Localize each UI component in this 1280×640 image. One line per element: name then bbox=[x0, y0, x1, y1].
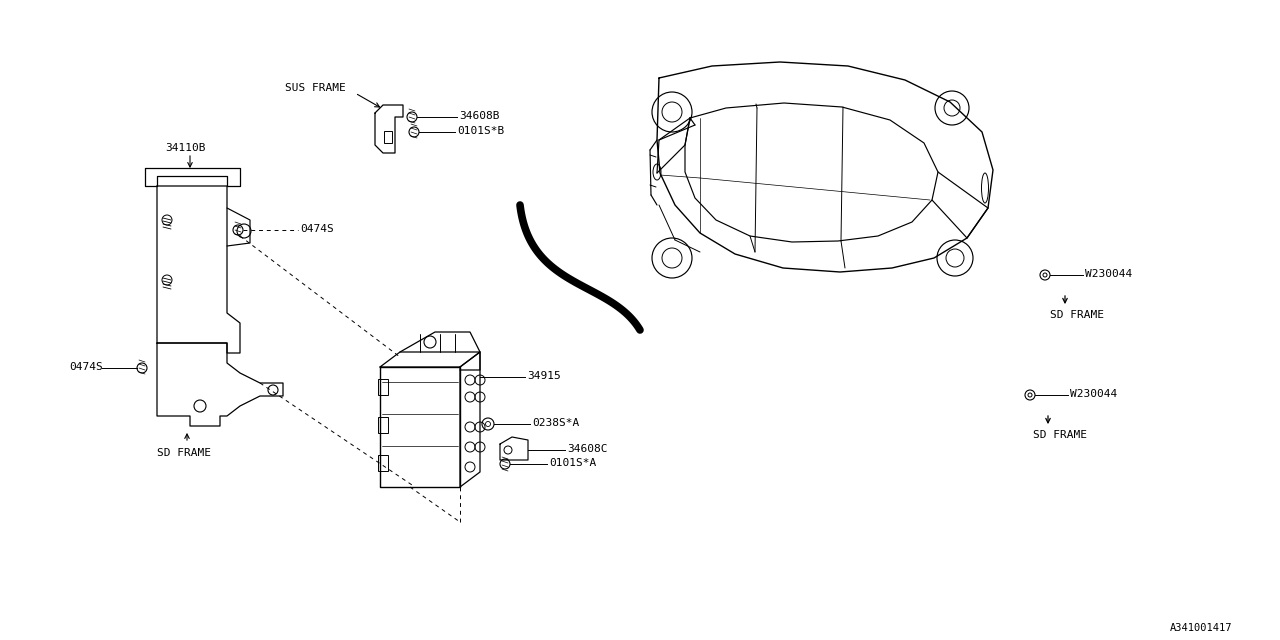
Text: 34608B: 34608B bbox=[460, 111, 499, 121]
Text: W230044: W230044 bbox=[1085, 269, 1133, 279]
Text: SD FRAME: SD FRAME bbox=[1050, 310, 1103, 320]
Text: 0101S*A: 0101S*A bbox=[549, 458, 596, 468]
Bar bbox=[378, 417, 388, 433]
Text: SD FRAME: SD FRAME bbox=[1033, 430, 1087, 440]
Text: 0101S*B: 0101S*B bbox=[457, 126, 504, 136]
Text: W230044: W230044 bbox=[1070, 389, 1117, 399]
Text: A341001417: A341001417 bbox=[1170, 623, 1233, 633]
Text: 0238S*A: 0238S*A bbox=[532, 418, 580, 428]
Text: 34915: 34915 bbox=[527, 371, 561, 381]
Text: SD FRAME: SD FRAME bbox=[157, 448, 211, 458]
Text: 0474S: 0474S bbox=[300, 224, 334, 234]
Text: 0474S: 0474S bbox=[69, 362, 102, 372]
Text: SUS FRAME: SUS FRAME bbox=[285, 83, 346, 93]
Bar bbox=[378, 379, 388, 395]
Text: 34110B: 34110B bbox=[165, 143, 206, 153]
Bar bbox=[378, 455, 388, 471]
Bar bbox=[384, 131, 392, 143]
Text: 34608C: 34608C bbox=[567, 444, 608, 454]
